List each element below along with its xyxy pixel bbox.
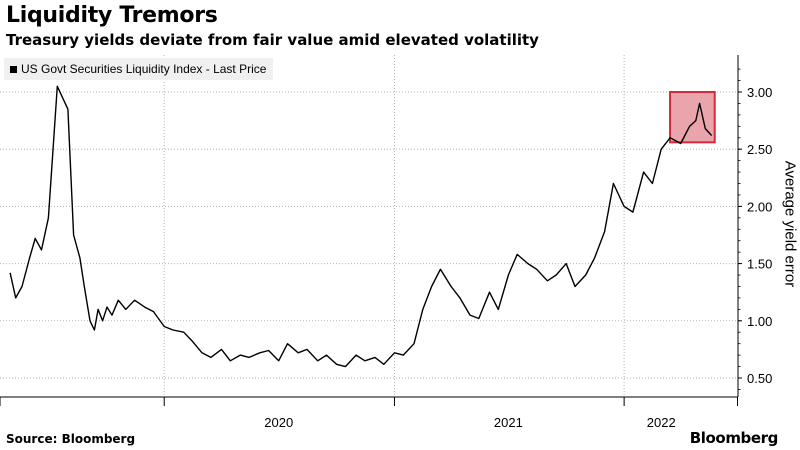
- legend-label: US Govt Securities Liquidity Index - Las…: [21, 62, 267, 76]
- chart-title: Liquidity Tremors: [6, 3, 218, 28]
- y-tick-label-4: 2.50: [747, 142, 772, 157]
- brand-logo-text: Bloomberg: [689, 429, 779, 447]
- source-note: Source: Bloomberg: [6, 432, 136, 446]
- y-tick-label-5: 3.00: [747, 85, 772, 100]
- axis-layer: 0.50 1.00 1.50 2.00 2.50 3.00 2020 2021 2022: [0, 55, 772, 430]
- series-line: [9, 85, 713, 368]
- y-tick-label-1: 1.00: [747, 314, 772, 329]
- x-tick-label-1: 2021: [494, 415, 523, 430]
- x-tick-label-2: 2022: [647, 415, 676, 430]
- highlight-box: [669, 91, 716, 144]
- y-tick-label-0: 0.50: [747, 371, 772, 386]
- line-layer: [9, 85, 713, 368]
- y-tick-label-2: 1.50: [747, 257, 772, 272]
- y-tick-label-3: 2.00: [747, 199, 772, 214]
- legend-swatch: [10, 65, 17, 73]
- legend: US Govt Securities Liquidity Index - Las…: [4, 58, 274, 80]
- highlight-layer: [669, 91, 716, 144]
- grid-lines: [0, 55, 738, 397]
- x-tick-label-0: 2020: [264, 415, 293, 430]
- chart-subtitle: Treasury yields deviate from fair value …: [6, 31, 539, 49]
- y-axis-label: Average yield error: [781, 160, 799, 288]
